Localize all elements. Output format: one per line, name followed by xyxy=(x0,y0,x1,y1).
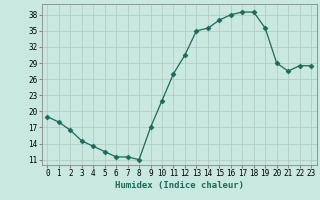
X-axis label: Humidex (Indice chaleur): Humidex (Indice chaleur) xyxy=(115,181,244,190)
